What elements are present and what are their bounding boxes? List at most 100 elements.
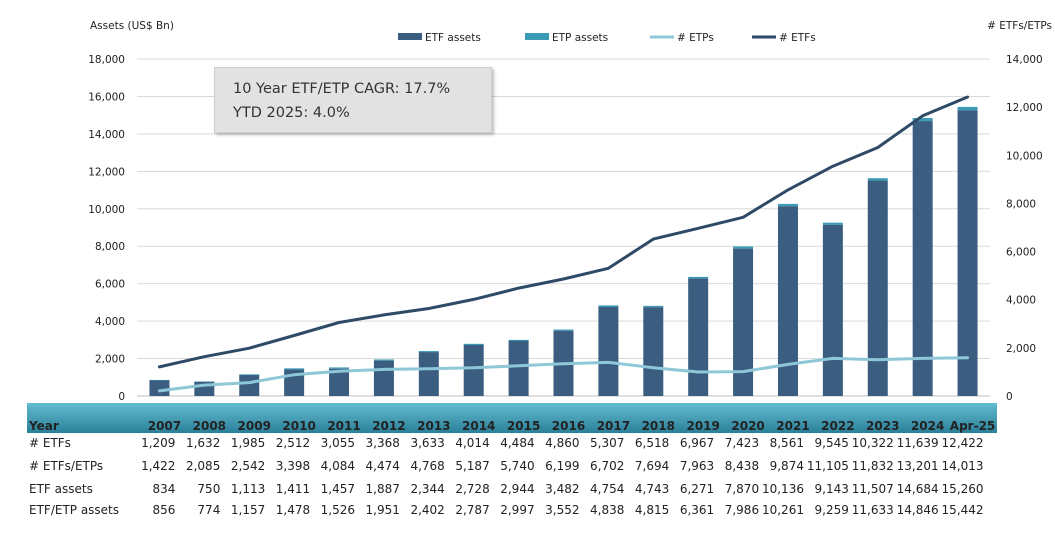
table-cell: 7,963 <box>680 459 714 473</box>
table-cell: 4,768 <box>410 459 444 473</box>
table-cell: 4,484 <box>500 436 534 450</box>
table-cell: 4,743 <box>635 482 669 496</box>
table-cell: 5,307 <box>590 436 624 450</box>
table-cell: 11,639 <box>897 436 939 450</box>
table-header-year: 2008 <box>193 419 226 433</box>
legend-label-1: ETP assets <box>552 32 608 44</box>
table-cell: 11,633 <box>852 503 894 517</box>
table-cell: 3,055 <box>321 436 355 450</box>
table-cell: 3,552 <box>545 503 579 517</box>
table-cell: 774 <box>197 503 220 517</box>
etf-bar <box>643 307 664 396</box>
etp-bar-segment <box>598 305 619 307</box>
etp-bar-segment <box>867 178 888 181</box>
etp-bar-segment <box>284 368 305 370</box>
table-cell: 6,702 <box>590 459 624 473</box>
table-row-label: ETF assets <box>29 482 93 496</box>
etp-bar-segment <box>553 329 574 331</box>
table-cell: 3,398 <box>276 459 310 473</box>
table-cell: 1,632 <box>186 436 220 450</box>
legend-label-0: ETF assets <box>425 32 481 44</box>
table-row-label: # ETFs <box>29 436 71 450</box>
table-header-year: 2007 <box>148 419 181 433</box>
table-cell: 6,967 <box>680 436 714 450</box>
table-cell: 7,694 <box>635 459 669 473</box>
table-header-year: 2011 <box>327 419 360 433</box>
table-header-year: Apr-25 <box>950 419 995 433</box>
right-tick-label: 14,000 <box>1006 54 1043 66</box>
table-cell: 10,322 <box>852 436 894 450</box>
table-cell: 11,105 <box>807 459 849 473</box>
table-cell: 4,084 <box>321 459 355 473</box>
etf-bar <box>912 121 933 396</box>
right-tick-label: 8,000 <box>1006 198 1036 210</box>
table-cell: 8,561 <box>770 436 804 450</box>
table-cell: 1,887 <box>366 482 400 496</box>
etf-bar <box>373 360 394 396</box>
table-cell: 4,860 <box>545 436 579 450</box>
left-tick-label: 4,000 <box>95 316 125 328</box>
table-cell: 1,422 <box>141 459 175 473</box>
table-header-year: 2022 <box>821 419 854 433</box>
table-cell: 6,199 <box>545 459 579 473</box>
table-header-year: 2012 <box>372 419 405 433</box>
left-tick-label: 2,000 <box>95 354 125 366</box>
etf-bar <box>822 224 843 396</box>
table-cell: 1,951 <box>366 503 400 517</box>
table-cell: 3,633 <box>410 436 444 450</box>
etf-bar <box>957 110 978 396</box>
table-cell: 15,442 <box>942 503 984 517</box>
left-tick-label: 14,000 <box>88 129 125 141</box>
table-cell: 10,261 <box>762 503 804 517</box>
etp-bar-segment <box>373 359 394 361</box>
etp-bar-segment <box>957 106 978 111</box>
table-cell: 12,422 <box>942 436 984 450</box>
right-tick-label: 2,000 <box>1006 343 1036 355</box>
etf-bar <box>418 352 439 396</box>
table-cell: 9,545 <box>815 436 849 450</box>
table-cell: 6,518 <box>635 436 669 450</box>
table-cell: 1,478 <box>276 503 310 517</box>
table-cell: 2,728 <box>455 482 489 496</box>
table-cell: 1,526 <box>321 503 355 517</box>
table-cell: 3,368 <box>366 436 400 450</box>
table-cell: 1,411 <box>276 482 310 496</box>
table-header-year: 2023 <box>866 419 899 433</box>
table-cell: 7,423 <box>725 436 759 450</box>
table-header-year: 2020 <box>731 419 764 433</box>
etf-bar <box>688 278 709 396</box>
etf-bar <box>149 380 170 396</box>
right-tick-label: 0 <box>1006 391 1013 403</box>
table-header-year: 2010 <box>282 419 315 433</box>
table-header-year-label: Year <box>28 419 59 433</box>
table-cell: 6,361 <box>680 503 714 517</box>
left-tick-label: 12,000 <box>88 166 125 178</box>
annotation-line-1: 10 Year ETF/ETP CAGR: 17.7% <box>233 81 451 97</box>
left-tick-label: 6,000 <box>95 279 125 291</box>
right-tick-label: 12,000 <box>1006 102 1043 114</box>
cagr-annotation: 10 Year ETF/ETP CAGR: 17.7% YTD 2025: 4.… <box>214 67 492 133</box>
table-cell: 2,997 <box>500 503 534 517</box>
etf-bar <box>239 375 260 396</box>
table-header-year: 2015 <box>507 419 540 433</box>
right-axis-title: # ETFs/ETPs <box>987 20 1052 32</box>
table-cell: 1,209 <box>141 436 175 450</box>
table-cell: 2,542 <box>231 459 265 473</box>
legend-swatch-1 <box>525 33 549 40</box>
table-cell: 2,085 <box>186 459 220 473</box>
table-header-year: 2014 <box>462 419 495 433</box>
table-cell: 4,838 <box>590 503 624 517</box>
table-cell: 4,014 <box>455 436 489 450</box>
table-row-label: ETF/ETP assets <box>29 503 119 517</box>
legend-label-2: # ETPs <box>677 32 714 44</box>
table-header-year: 2016 <box>552 419 585 433</box>
right-tick-label: 6,000 <box>1006 247 1036 259</box>
table-header-year: 2021 <box>776 419 809 433</box>
table-row-label: # ETFs/ETPs <box>29 459 103 473</box>
table-cell: 14,846 <box>897 503 939 517</box>
etp-bar-segment <box>912 118 933 122</box>
table-cell: 11,832 <box>852 459 894 473</box>
etp-bar-segment <box>508 339 529 342</box>
table-cell: 2,944 <box>500 482 534 496</box>
left-tick-label: 18,000 <box>88 54 125 66</box>
